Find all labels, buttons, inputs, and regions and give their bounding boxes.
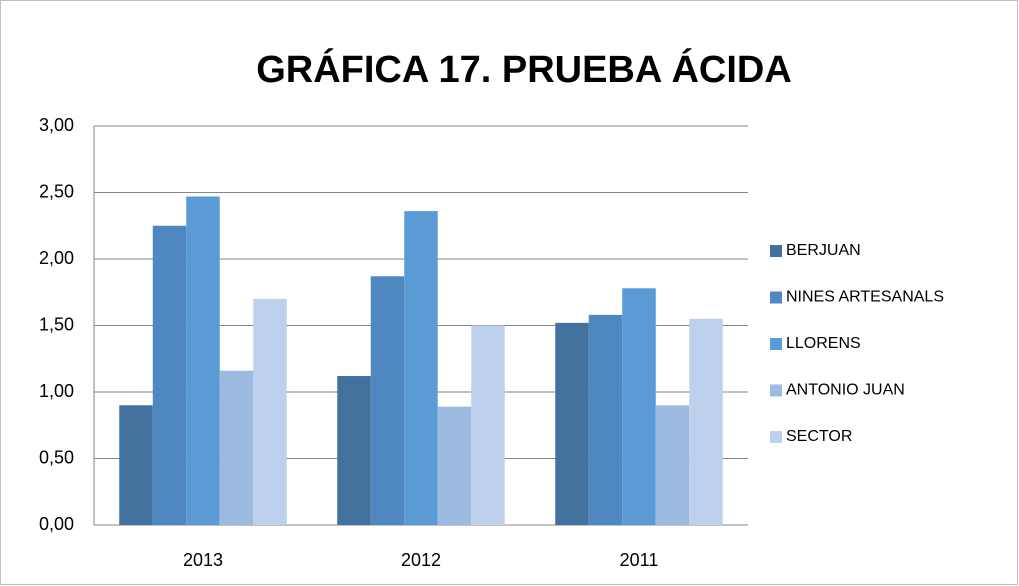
bar: [555, 322, 589, 525]
bar: [437, 406, 472, 525]
legend-swatch: [770, 245, 782, 257]
bar: [152, 225, 187, 525]
x-tick-label: 2011: [620, 550, 659, 570]
bar: [622, 288, 656, 525]
bar: [186, 196, 220, 526]
bar: [219, 370, 254, 525]
legend-label: SECTOR: [786, 428, 852, 445]
chart-title: GRÁFICA 17. PRUEBA ÁCIDA: [256, 47, 792, 91]
y-tick-label: 0,50: [39, 447, 74, 467]
bar: [588, 314, 623, 525]
legend-swatch: [770, 431, 782, 443]
legend-label: NINES ARTESANALS: [786, 289, 944, 306]
legend-swatch: [770, 291, 782, 304]
bar: [471, 325, 505, 525]
legend-label: ANTONIO JUAN: [786, 382, 905, 399]
legend-label: BERJUAN: [786, 242, 861, 259]
bar: [119, 405, 153, 525]
y-tick-label: 1,50: [39, 314, 74, 334]
y-tick-label: 2,50: [39, 181, 74, 201]
legend-label: LLORENS: [786, 335, 861, 352]
bar: [370, 276, 405, 525]
y-tick-label: 3,00: [39, 115, 74, 135]
y-tick-label: 1,00: [39, 381, 74, 401]
x-tick-label: 2012: [401, 550, 441, 570]
x-tick-label: 2013: [183, 550, 223, 570]
bar: [337, 376, 371, 525]
bar: [655, 405, 690, 525]
legend-swatch: [770, 338, 782, 350]
bar: [404, 211, 438, 525]
bar: [253, 298, 287, 525]
y-tick-label: 0,00: [39, 514, 74, 534]
y-tick-label: 2,00: [39, 248, 74, 268]
bar: [689, 318, 723, 525]
legend-swatch: [770, 384, 782, 397]
